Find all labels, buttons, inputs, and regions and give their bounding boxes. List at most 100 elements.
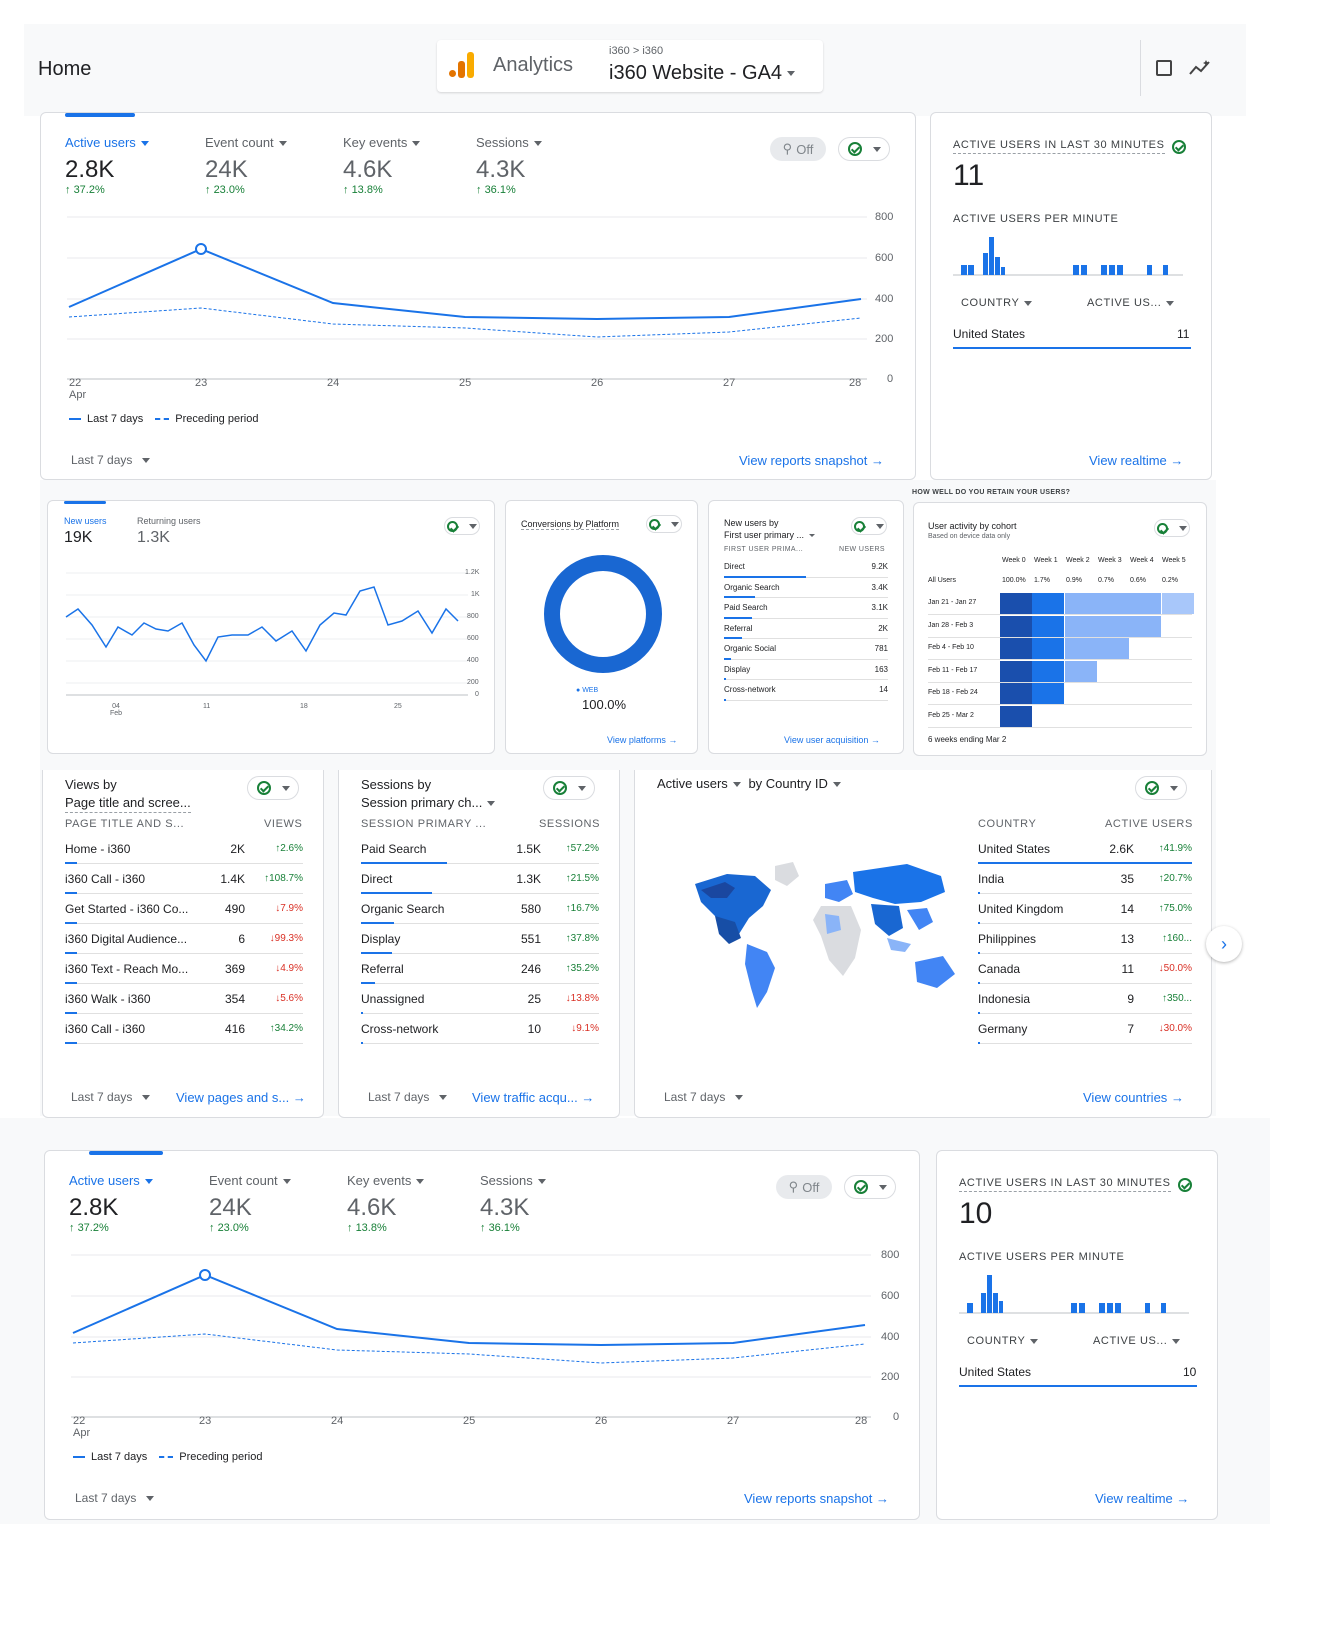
date-range-selector[interactable]: Last 7 days xyxy=(664,1090,744,1104)
tab-returning-users[interactable]: Returning users xyxy=(137,516,201,526)
table-row[interactable]: United Kingdom 14 ↑75.0% xyxy=(978,894,1192,924)
x-tick: 26 xyxy=(595,1415,608,1427)
view-reports-snapshot-link[interactable]: View reports snapshot → xyxy=(739,453,885,468)
date-range-selector[interactable]: Last 7 days xyxy=(75,1491,155,1505)
cohort-cell[interactable] xyxy=(1032,638,1065,659)
table-row[interactable]: Display 163 xyxy=(724,660,888,680)
compare-menu-button[interactable] xyxy=(646,515,682,533)
table-row[interactable]: Paid Search 3.1K xyxy=(724,598,888,619)
compare-menu-button[interactable] xyxy=(247,776,299,800)
date-range-selector[interactable]: Last 7 days xyxy=(368,1090,448,1104)
insights-off-toggle[interactable]: ⚲ Off xyxy=(770,137,826,161)
tab-sessions[interactable]: Sessions 4.3K ↑ 36.1% xyxy=(480,1173,546,1234)
next-card-button[interactable]: › xyxy=(1206,926,1242,962)
cohort-cell[interactable] xyxy=(1032,683,1065,704)
compare-menu-button[interactable] xyxy=(1173,1173,1197,1197)
cohort-cell[interactable] xyxy=(1000,615,1032,637)
compare-menu-button[interactable] xyxy=(1154,519,1190,537)
compare-menu-button[interactable] xyxy=(851,517,887,535)
row-value: 1.5K xyxy=(516,841,541,856)
cohort-cell[interactable] xyxy=(1000,660,1032,682)
cohort-cell[interactable] xyxy=(1000,593,1032,614)
tab-active-users[interactable]: Active users 2.8K ↑ 37.2% xyxy=(69,1173,153,1234)
view-user-acquisition-link[interactable]: View user acquisition → xyxy=(784,735,880,745)
cohort-cell[interactable] xyxy=(1032,660,1065,682)
tab-active-users[interactable]: Active users 2.8K ↑ 37.2% xyxy=(65,135,149,196)
notes-icon[interactable] xyxy=(1156,60,1172,76)
users-column-header[interactable]: ACTIVE US... xyxy=(1093,1335,1181,1347)
cohort-cell[interactable] xyxy=(1064,615,1097,637)
y-tick: 400 xyxy=(881,1331,900,1343)
row-change: ↑34.2% xyxy=(269,1023,303,1034)
country-column-header[interactable]: COUNTRY xyxy=(967,1335,1039,1347)
tab-event-count[interactable]: Event count 24K ↑ 23.0% xyxy=(205,135,287,196)
cohort-cell[interactable] xyxy=(1096,638,1129,659)
cohort-cell[interactable] xyxy=(1064,660,1097,682)
table-row[interactable]: United States 2.6K ↑41.9% xyxy=(978,834,1192,864)
cohort-cell[interactable] xyxy=(1064,638,1097,659)
cohort-cell[interactable] xyxy=(1000,683,1032,704)
table-row[interactable]: Organic Social 781 xyxy=(724,639,888,660)
row-label: Cross-network xyxy=(361,1021,439,1036)
table-row[interactable]: i360 Walk - i360 354 ↓5.6% xyxy=(65,984,303,1014)
tab-event-count[interactable]: Event count 24K ↑ 23.0% xyxy=(209,1173,291,1234)
property-selector[interactable]: Analytics i360 > i360 i360 Website - GA4 xyxy=(437,40,823,92)
table-row[interactable]: Organic Search 3.4K xyxy=(724,578,888,598)
table-row[interactable]: Referral 2K xyxy=(724,619,888,639)
view-platforms-link[interactable]: View platforms → xyxy=(607,735,678,745)
insights-icon[interactable] xyxy=(1188,58,1212,78)
tab-new-users[interactable]: New users xyxy=(64,516,107,526)
cohort-cell[interactable] xyxy=(1096,593,1129,614)
table-row[interactable]: Get Started - i360 Co... 490 ↓7.9% xyxy=(65,894,303,924)
cohort-cell[interactable] xyxy=(1129,593,1162,614)
view-pages-link[interactable]: View pages and s... → xyxy=(176,1090,306,1105)
compare-menu-button[interactable] xyxy=(543,776,595,800)
cohort-cell[interactable] xyxy=(1129,615,1162,637)
table-row[interactable]: Unassigned 25 ↓13.8% xyxy=(361,984,599,1014)
table-row[interactable]: Philippines 13 ↑160... xyxy=(978,924,1192,954)
cohort-cell[interactable] xyxy=(1000,705,1032,727)
cohort-cell[interactable] xyxy=(1000,638,1032,659)
cohort-cell[interactable] xyxy=(1161,593,1194,614)
table-row[interactable]: i360 Call - i360 1.4K ↑108.7% xyxy=(65,864,303,894)
tab-key-events[interactable]: Key events 4.6K ↑ 13.8% xyxy=(343,135,421,196)
table-row[interactable]: Cross-network 14 xyxy=(724,680,888,701)
table-row[interactable]: i360 Digital Audience... 6 ↓99.3% xyxy=(65,924,303,954)
view-countries-link[interactable]: View countries → xyxy=(1083,1090,1184,1105)
compare-menu-button[interactable] xyxy=(838,137,890,161)
table-row[interactable]: Germany 7 ↓30.0% xyxy=(978,1014,1192,1044)
table-row[interactable]: Home - i360 2K ↑2.6% xyxy=(65,834,303,864)
table-row[interactable]: Referral 246 ↑35.2% xyxy=(361,954,599,984)
table-row[interactable]: Cross-network 10 ↓9.1% xyxy=(361,1014,599,1044)
table-row[interactable]: Indonesia 9 ↑350... xyxy=(978,984,1192,1014)
table-row[interactable]: Organic Search 580 ↑16.7% xyxy=(361,894,599,924)
table-row[interactable]: Paid Search 1.5K ↑57.2% xyxy=(361,834,599,864)
compare-menu-button[interactable] xyxy=(1135,776,1187,800)
table-row[interactable]: i360 Text - Reach Mo... 369 ↓4.9% xyxy=(65,954,303,984)
table-row[interactable]: Display 551 ↑37.8% xyxy=(361,924,599,954)
view-realtime-link[interactable]: View realtime → xyxy=(1089,453,1184,468)
compare-menu-button[interactable] xyxy=(844,1175,896,1199)
cohort-cell[interactable] xyxy=(1032,615,1065,637)
table-row[interactable]: Canada 11 ↓50.0% xyxy=(978,954,1192,984)
cohort-cell[interactable] xyxy=(1096,615,1129,637)
row-change: ↑350... xyxy=(1161,993,1192,1004)
date-range-selector[interactable]: Last 7 days xyxy=(71,453,151,467)
view-realtime-link[interactable]: View realtime → xyxy=(1095,1491,1190,1506)
compare-menu-button[interactable] xyxy=(444,517,480,535)
table-row[interactable]: Direct 9.2K xyxy=(724,557,888,578)
tab-sessions[interactable]: Sessions 4.3K ↑ 36.1% xyxy=(476,135,542,196)
table-row[interactable]: i360 Call - i360 416 ↑34.2% xyxy=(65,1014,303,1044)
insights-off-toggle[interactable]: ⚲ Off xyxy=(776,1175,832,1199)
cohort-cell[interactable] xyxy=(1064,593,1097,614)
tab-key-events[interactable]: Key events 4.6K ↑ 13.8% xyxy=(347,1173,425,1234)
view-reports-snapshot-link[interactable]: View reports snapshot → xyxy=(744,1491,890,1506)
cohort-cell[interactable] xyxy=(1032,593,1065,614)
date-range-selector[interactable]: Last 7 days xyxy=(71,1090,151,1104)
compare-menu-button[interactable] xyxy=(1167,135,1191,159)
country-column-header[interactable]: COUNTRY xyxy=(961,297,1033,309)
table-row[interactable]: India 35 ↑20.7% xyxy=(978,864,1192,894)
table-row[interactable]: Direct 1.3K ↑21.5% xyxy=(361,864,599,894)
view-traffic-acquisition-link[interactable]: View traffic acqu... → xyxy=(472,1090,595,1105)
users-column-header[interactable]: ACTIVE US... xyxy=(1087,297,1175,309)
